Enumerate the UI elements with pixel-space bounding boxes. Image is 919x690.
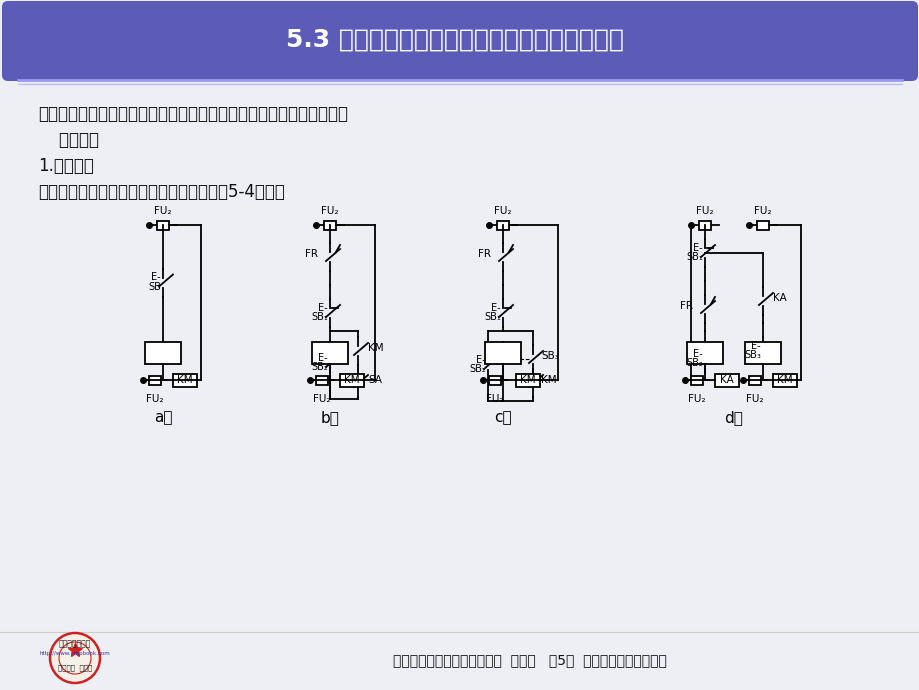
Text: FU₂: FU₂: [745, 393, 763, 404]
Bar: [686, 342, 722, 364]
Text: KM: KM: [177, 375, 193, 385]
Text: KM: KM: [519, 375, 535, 385]
Bar: [690, 375, 702, 384]
Text: SB₁: SB₁: [483, 312, 501, 322]
Text: a）: a）: [153, 410, 172, 425]
Bar: [756, 221, 768, 230]
Text: FU₂: FU₂: [494, 206, 511, 215]
Text: c）: c）: [494, 410, 511, 425]
Text: E-: E-: [693, 243, 702, 253]
Text: FU₂: FU₂: [687, 393, 705, 404]
Text: E-: E-: [152, 273, 161, 282]
Text: KM: KM: [540, 375, 556, 385]
Text: FU₂: FU₂: [486, 393, 504, 404]
Bar: [484, 342, 520, 364]
Text: 5.3 三相异步电动机单向既点动又长动控制线路: 5.3 三相异步电动机单向既点动又长动控制线路: [286, 28, 623, 52]
Text: E-: E-: [318, 303, 328, 313]
Bar: [489, 375, 501, 384]
Text: 控制规律: 控制规律: [38, 131, 99, 149]
Text: KA: KA: [720, 375, 733, 385]
Text: SB₂: SB₂: [686, 358, 702, 368]
Bar: [145, 342, 181, 364]
Text: E-: E-: [476, 355, 485, 365]
Bar: [315, 375, 328, 384]
Bar: [323, 221, 335, 230]
Text: SB₂: SB₂: [469, 364, 485, 374]
Text: FU₂: FU₂: [312, 393, 331, 404]
Bar: [748, 375, 760, 384]
Bar: [714, 373, 738, 386]
Text: KM: KM: [368, 343, 383, 353]
Bar: [698, 221, 710, 230]
Text: FR: FR: [478, 249, 491, 259]
Bar: [516, 373, 539, 386]
Text: 三相异步电动机既点动又连续控制线路如图5-4所示：: 三相异步电动机既点动又连续控制线路如图5-4所示：: [38, 183, 285, 201]
Circle shape: [50, 633, 100, 683]
Text: FU₂: FU₂: [696, 206, 713, 215]
Bar: [772, 373, 796, 386]
Bar: [149, 375, 161, 384]
Bar: [157, 221, 169, 230]
Text: b）: b）: [320, 410, 339, 425]
Text: 本节主要介绍三相异步电动机单向既点动又长动控制的基本电路和电路: 本节主要介绍三相异步电动机单向既点动又长动控制的基本电路和电路: [38, 105, 347, 123]
Bar: [312, 342, 347, 364]
Text: http://www.cmpbook.com: http://www.cmpbook.com: [40, 651, 110, 656]
Text: 机械工业出版社: 机械工业出版社: [59, 640, 91, 649]
Text: 1.基本电路: 1.基本电路: [38, 157, 94, 175]
Text: SB₃: SB₃: [540, 351, 558, 361]
Text: d）: d）: [724, 410, 743, 425]
Text: KA: KA: [772, 293, 786, 303]
Bar: [340, 373, 364, 386]
Bar: [496, 221, 508, 230]
Text: FU₂: FU₂: [154, 206, 172, 215]
Bar: [744, 342, 780, 364]
Text: SB: SB: [148, 282, 161, 291]
FancyBboxPatch shape: [2, 1, 917, 81]
Text: KM: KM: [777, 375, 792, 385]
Text: SA: SA: [368, 375, 381, 385]
Text: SB₁: SB₁: [686, 252, 702, 262]
Text: FR: FR: [679, 301, 692, 311]
Text: E-: E-: [693, 349, 702, 359]
Text: E-: E-: [491, 303, 501, 313]
Text: FU₂: FU₂: [754, 206, 771, 215]
Text: SB₃: SB₃: [743, 350, 760, 360]
Text: E-: E-: [751, 341, 760, 351]
Text: SB₁: SB₁: [311, 312, 328, 322]
Text: E-: E-: [318, 353, 328, 363]
Text: SB₂: SB₂: [311, 362, 328, 372]
Text: 电子教材  齐润朝: 电子教材 齐润朝: [58, 664, 92, 671]
Text: FU₂: FU₂: [146, 393, 164, 404]
Text: FU₂: FU₂: [321, 206, 338, 215]
Bar: [173, 373, 197, 386]
Text: KM: KM: [344, 375, 359, 385]
Text: FR: FR: [305, 249, 318, 259]
Text: 《电机控制与调速技术》主编  郑建华   第5章  电机单向全压起动控制: 《电机控制与调速技术》主编 郑建华 第5章 电机单向全压起动控制: [392, 653, 666, 667]
